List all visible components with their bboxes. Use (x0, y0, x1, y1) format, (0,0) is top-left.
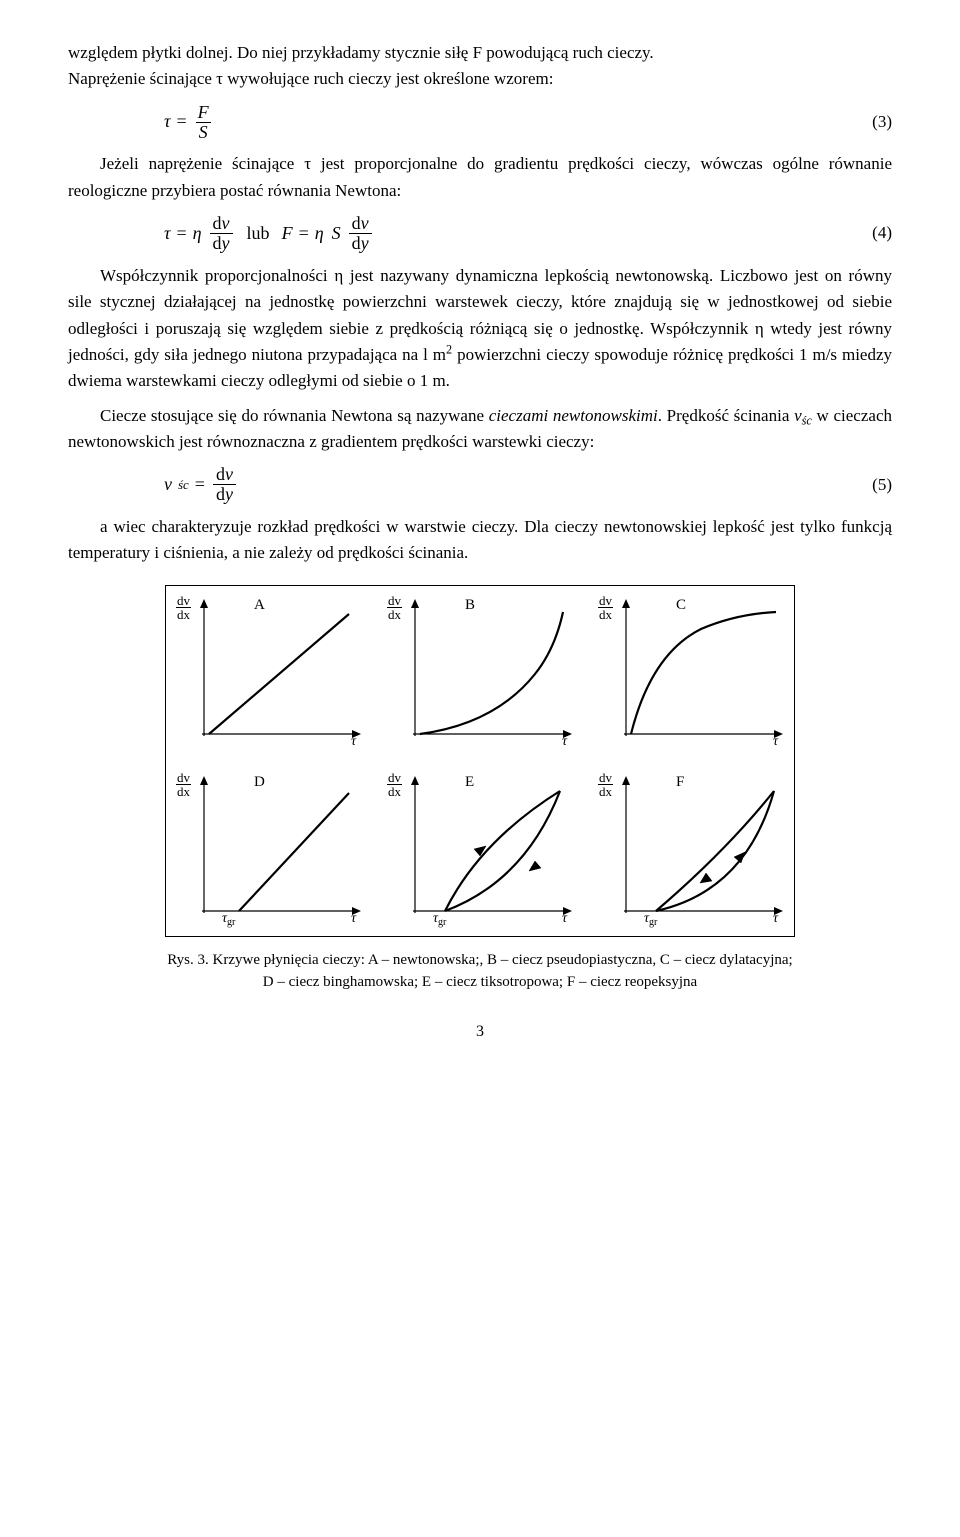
plot-C: dvdxCτ (596, 594, 786, 749)
equation-5: vśc = dv dy (5) (68, 465, 892, 504)
p3b-v: v (794, 406, 802, 425)
eq3-F: F (195, 103, 212, 122)
axis-label-dvdx: dvdx (598, 771, 613, 799)
axis-label-dvdx: dvdx (387, 771, 402, 799)
paragraph-2b: Jeżeli naprężenie ścinające τ jest propo… (68, 151, 892, 204)
eq4-frac1: dv dy (210, 214, 233, 253)
plot-A: dvdxAτ (174, 594, 364, 749)
axis-label-dvdx: dvdx (387, 594, 402, 622)
eq4-tau: τ (164, 220, 170, 248)
p3b-lead: Ciecze stosujące się do równania Newtona… (100, 406, 489, 425)
equation-3-number: (3) (852, 109, 892, 135)
eq4-dv2: v (361, 213, 369, 233)
eq4-lub: lub (247, 220, 270, 248)
eq4-eta1: η (193, 220, 202, 248)
plot-F: dvdxFττgr (596, 771, 786, 926)
axis-label-tau: τ (773, 731, 778, 753)
eq3-S: S (196, 122, 211, 142)
plot-E: dvdxEττgr (385, 771, 575, 926)
eq4-frac2: dv dy (349, 214, 372, 253)
paragraph-1: względem płytki dolnej. Do niej przykład… (68, 40, 892, 66)
paragraph-3a: Współczynnik proporcjonalności η jest na… (68, 263, 892, 395)
equation-5-number: (5) (852, 472, 892, 498)
p3b-sc: śc (802, 413, 812, 427)
axis-label-tau: τ (351, 731, 356, 753)
caption-line1: Rys. 3. Krzywe płynięcia cieczy: A – new… (167, 952, 792, 968)
axis-label-dvdx: dvdx (598, 594, 613, 622)
equation-4: τ = η dv dy lub F = η S dv dy (4) (68, 214, 892, 253)
axis-label-tau-gr: τgr (644, 908, 657, 930)
plot-title-C: C (676, 594, 686, 617)
axis-label-tau: τ (351, 908, 356, 930)
eq3-frac: F S (195, 103, 212, 142)
plot-title-D: D (254, 771, 265, 794)
eq4-eta2: η (315, 220, 324, 248)
eq4-eq1: = (176, 220, 186, 248)
eq4-dv1: v (222, 213, 230, 233)
paragraph-2a: Naprężenie ścinające τ wywołujące ruch c… (68, 66, 892, 92)
eq3-equals: = (176, 108, 186, 136)
axis-label-tau-gr: τgr (222, 908, 235, 930)
paragraph-3b: Ciecze stosujące się do równania Newtona… (68, 403, 892, 456)
eq5-dv: v (225, 464, 233, 484)
figure-row-2: dvdxDττgr dvdxEττgr dvdxFττgr (174, 771, 786, 926)
axis-label-tau: τ (562, 731, 567, 753)
eq5-frac: dv dy (213, 465, 236, 504)
equation-3: τ = F S (3) (68, 103, 892, 142)
eq5-eq: = (195, 471, 205, 499)
plot-B: dvdxBτ (385, 594, 575, 749)
plot-title-F: F (676, 771, 684, 794)
equation-3-body: τ = F S (164, 103, 852, 142)
plot-title-E: E (465, 771, 474, 794)
p3b-italic: cieczami newtonowskimi (489, 406, 658, 425)
eq3-tau: τ (164, 108, 170, 136)
plot-D: dvdxDττgr (174, 771, 364, 926)
axis-label-dvdx: dvdx (176, 771, 191, 799)
eq5-dy: y (225, 484, 233, 504)
p3b-mid: . Prędkość ścinania (658, 406, 794, 425)
plot-title-A: A (254, 594, 265, 617)
axis-label-dvdx: dvdx (176, 594, 191, 622)
figure-row-1: dvdxAτ dvdxBτ dvdxCτ (174, 594, 786, 749)
paragraph-4: a wiec charakteryzuje rozkład prędkości … (68, 514, 892, 567)
eq4-eq2: = (299, 220, 309, 248)
axis-label-tau-gr: τgr (433, 908, 446, 930)
eq5-v: v (164, 471, 172, 499)
figure-3: dvdx Aτ dvdx Bτ dvdx Cτ dvdx Dτ τgr dvdx Eτ τgr… (165, 585, 795, 937)
eq4-dy2: y (361, 233, 369, 253)
equation-4-body: τ = η dv dy lub F = η S dv dy (164, 214, 852, 253)
eq4-S: S (332, 220, 341, 248)
equation-5-body: vśc = dv dy (164, 465, 852, 504)
plot-title-B: B (465, 594, 475, 617)
axis-label-tau: τ (773, 908, 778, 930)
caption-line2: D – ciecz binghamowska; E – ciecz tiksot… (263, 974, 697, 990)
figure-3-caption: Rys. 3. Krzywe płynięcia cieczy: A – new… (68, 949, 892, 994)
equation-4-number: (4) (852, 220, 892, 246)
page-number: 3 (68, 1020, 892, 1045)
eq4-dy1: y (222, 233, 230, 253)
axis-label-tau: τ (562, 908, 567, 930)
eq4-F: F (282, 220, 293, 248)
